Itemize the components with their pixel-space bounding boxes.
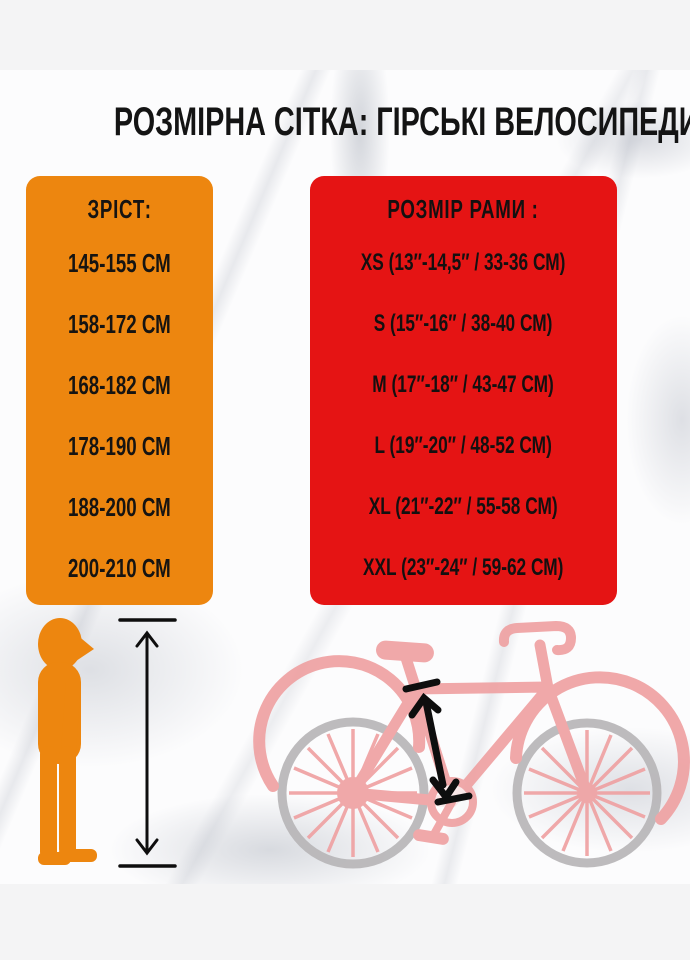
height-row-6: 200-210 СМ (68, 553, 171, 584)
height-column: ЗРІСТ: 145-155 СМ 158-172 СМ 168-182 СМ … (26, 176, 213, 605)
height-row-2: 158-172 СМ (68, 308, 171, 339)
page-title: РОЗМІРНА СІТКА: ГІРСЬКІ ВЕЛОСИПЕДИ (0, 98, 690, 146)
person-silhouette-icon (38, 618, 97, 865)
frame-row-l: L (19″-20″ / 48-52 СМ) (374, 432, 553, 460)
height-row-3: 168-182 СМ (68, 369, 171, 400)
height-measure-arrow-icon (118, 618, 177, 868)
top-letterbox (0, 0, 690, 70)
frame-row-xs: XS (13″-14,5″ / 33-36 СМ) (361, 248, 566, 276)
height-row-5: 188-200 СМ (68, 492, 171, 523)
height-row-1: 145-155 СМ (68, 247, 171, 278)
frame-row-xl: XL (21″-22″ / 55-58 СМ) (369, 493, 558, 521)
bicycle-icon (253, 620, 690, 869)
frame-size-column-header: РОЗМІР РАМИ : (387, 193, 540, 224)
measurement-illustration (38, 618, 690, 869)
height-column-rows: 145-155 СМ 158-172 СМ 168-182 СМ 178-190… (26, 232, 213, 605)
frame-row-m: M (17″-18″ / 43-47 СМ) (372, 370, 555, 398)
height-column-header: ЗРІСТ: (87, 193, 152, 224)
page-title-text: РОЗМІРНА СІТКА: ГІРСЬКІ ВЕЛОСИПЕДИ (113, 100, 690, 144)
height-row-4: 178-190 СМ (68, 431, 171, 462)
bottom-letterbox (0, 884, 690, 960)
frame-size-column-rows: XS (13″-14,5″ / 33-36 СМ) S (15″-16″ / 3… (310, 232, 617, 605)
frame-size-measure-arrow-icon (402, 678, 473, 806)
frame-row-s: S (15″-16″ / 38-40 СМ) (374, 309, 553, 337)
frame-size-column: РОЗМІР РАМИ : XS (13″-14,5″ / 33-36 СМ) … (310, 176, 617, 605)
frame-row-xxl: XXL (23″-24″ / 59-62 СМ) (363, 554, 564, 582)
